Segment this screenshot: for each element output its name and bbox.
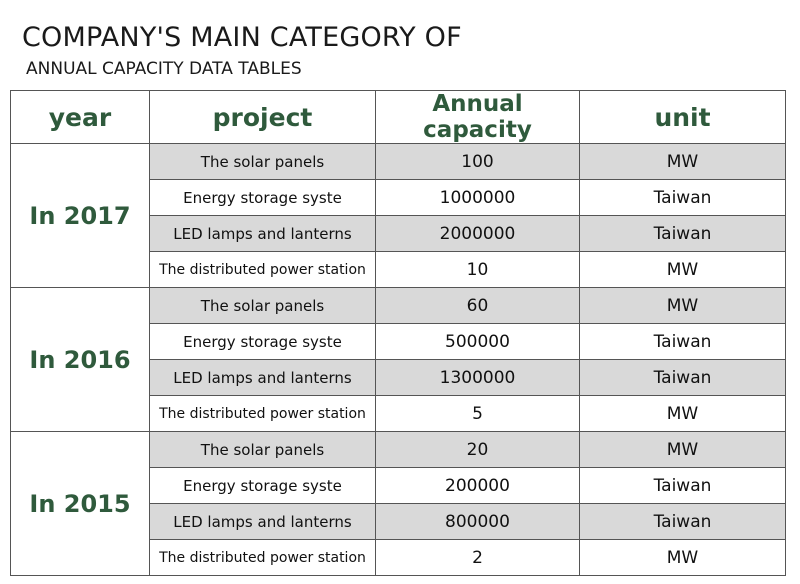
table-row: LED lamps and lanterns 2000000 Taiwan bbox=[11, 215, 786, 252]
year-cell: In 2016 bbox=[10, 287, 150, 432]
page-title: COMPANY'S MAIN CATEGORY OF bbox=[22, 22, 462, 53]
project-cell: The solar panels bbox=[149, 431, 376, 468]
capacity-cell: 10 bbox=[375, 251, 580, 288]
header-year: year bbox=[10, 90, 150, 144]
capacity-cell: 60 bbox=[375, 287, 580, 324]
table-row: Energy storage syste 500000 Taiwan bbox=[11, 323, 786, 360]
header-project: project bbox=[149, 90, 376, 144]
table-row: Energy storage syste 1000000 Taiwan bbox=[11, 179, 786, 216]
table-row: The distributed power station 10 MW bbox=[11, 251, 786, 288]
project-cell: The solar panels bbox=[149, 287, 376, 324]
capacity-cell: 800000 bbox=[375, 503, 580, 540]
table-row: LED lamps and lanterns 1300000 Taiwan bbox=[11, 359, 786, 396]
capacity-cell: 1300000 bbox=[375, 359, 580, 396]
header-unit: unit bbox=[579, 90, 786, 144]
page-subtitle: ANNUAL CAPACITY DATA TABLES bbox=[26, 59, 302, 79]
unit-cell: MW bbox=[579, 539, 786, 576]
year-cell: In 2017 bbox=[10, 143, 150, 288]
year-cell: In 2015 bbox=[10, 431, 150, 576]
header-annual-capacity: Annual capacity bbox=[375, 90, 580, 144]
capacity-cell: 100 bbox=[375, 143, 580, 180]
table-row: In 2017 The solar panels 100 MW bbox=[10, 143, 786, 288]
unit-cell: MW bbox=[579, 287, 786, 324]
unit-cell: Taiwan bbox=[579, 179, 786, 216]
unit-cell: Taiwan bbox=[579, 359, 786, 396]
table-row: The distributed power station 2 MW bbox=[11, 539, 786, 576]
table-row: LED lamps and lanterns 800000 Taiwan bbox=[11, 503, 786, 540]
unit-cell: MW bbox=[579, 251, 786, 288]
project-cell: LED lamps and lanterns bbox=[149, 359, 376, 396]
project-cell: The distributed power station bbox=[149, 395, 376, 432]
project-cell: LED lamps and lanterns bbox=[149, 503, 376, 540]
unit-cell: MW bbox=[579, 395, 786, 432]
table-row: The distributed power station 5 MW bbox=[11, 395, 786, 432]
capacity-cell: 20 bbox=[375, 431, 580, 468]
project-cell: The distributed power station bbox=[149, 539, 376, 576]
capacity-table: year project Annual capacity unit In 201… bbox=[10, 90, 786, 576]
unit-cell: MW bbox=[579, 143, 786, 180]
table-body: In 2017 The solar panels 100 MW Energy s… bbox=[10, 143, 786, 576]
project-cell: Energy storage syste bbox=[149, 179, 376, 216]
capacity-cell: 500000 bbox=[375, 323, 580, 360]
capacity-cell: 2000000 bbox=[375, 215, 580, 252]
table-header-row: year project Annual capacity unit bbox=[10, 90, 786, 144]
table-row: In 2016 The solar panels 60 MW bbox=[10, 287, 786, 432]
unit-cell: Taiwan bbox=[579, 503, 786, 540]
unit-cell: Taiwan bbox=[579, 215, 786, 252]
project-cell: The solar panels bbox=[149, 143, 376, 180]
capacity-cell: 5 bbox=[375, 395, 580, 432]
unit-cell: Taiwan bbox=[579, 323, 786, 360]
project-cell: LED lamps and lanterns bbox=[149, 215, 376, 252]
project-cell: Energy storage syste bbox=[149, 323, 376, 360]
table-row: In 2015 The solar panels 20 MW bbox=[10, 431, 786, 576]
table-row: Energy storage syste 200000 Taiwan bbox=[11, 467, 786, 504]
project-cell: Energy storage syste bbox=[149, 467, 376, 504]
capacity-cell: 200000 bbox=[375, 467, 580, 504]
unit-cell: MW bbox=[579, 431, 786, 468]
capacity-cell: 2 bbox=[375, 539, 580, 576]
unit-cell: Taiwan bbox=[579, 467, 786, 504]
capacity-cell: 1000000 bbox=[375, 179, 580, 216]
project-cell: The distributed power station bbox=[149, 251, 376, 288]
